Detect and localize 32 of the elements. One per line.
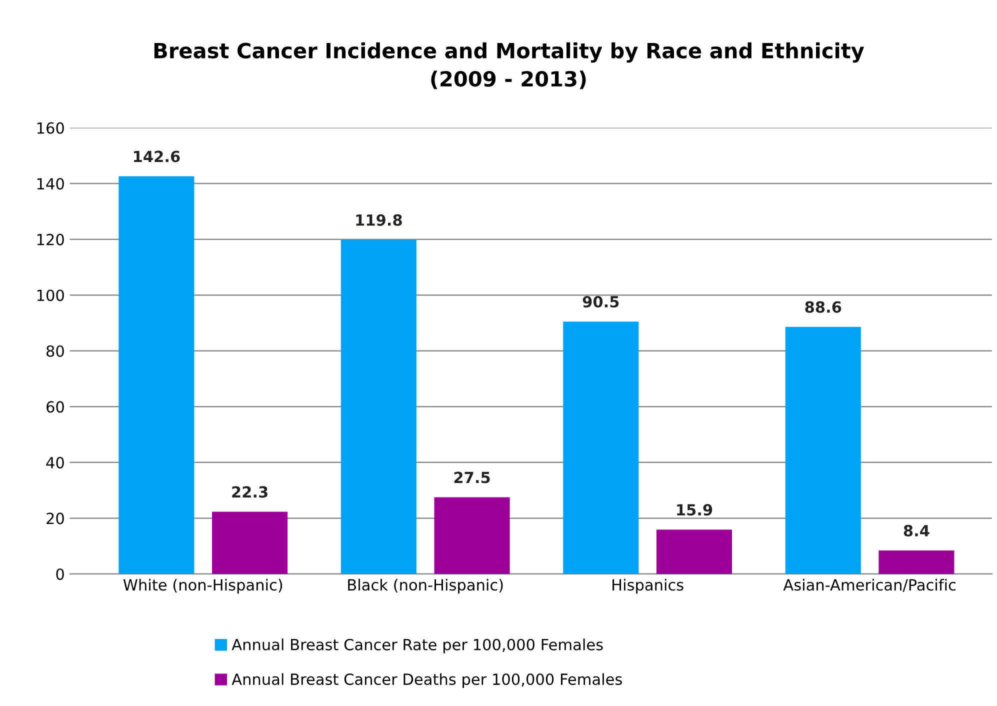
y-tick-label: 40 <box>46 456 64 468</box>
data-label: 22.3 <box>232 486 268 498</box>
bar <box>118 176 194 574</box>
x-tick-label: White (non-Hispanic) <box>123 578 282 594</box>
data-label: 15.9 <box>677 504 712 516</box>
bar <box>212 512 288 574</box>
legend-label: Annual Breast Cancer Deaths per 100,000 Females <box>232 673 622 688</box>
bar <box>434 497 510 574</box>
chart-title: Breast Cancer Incidence and Mortality by Race and Ethnicity (2009 - 2013) <box>154 42 864 90</box>
y-tick-label: 160 <box>37 122 64 134</box>
data-label: 142.6 <box>134 150 180 162</box>
y-tick-label: 20 <box>46 512 64 524</box>
data-label: 8.4 <box>904 524 930 536</box>
bar <box>656 530 732 574</box>
data-label: 119.8 <box>356 214 402 226</box>
bar <box>340 240 416 574</box>
y-tick-label: 140 <box>37 178 64 190</box>
bar <box>785 326 861 574</box>
data-label: 90.5 <box>582 296 619 308</box>
x-tick-label: Hispanics <box>612 578 684 594</box>
y-tick-label: 60 <box>46 401 64 413</box>
legend-label: Annual Breast Cancer Rate per 100,000 Females <box>232 638 603 654</box>
bar <box>563 322 639 574</box>
y-tick-label: 0 <box>56 568 64 580</box>
data-label: 88.6 <box>805 301 842 313</box>
y-tick-label: 120 <box>37 234 64 246</box>
x-tick-label: Asian-American/Pacific <box>783 578 956 592</box>
x-tick-label: Black (non-Hispanic) <box>348 578 503 594</box>
bar <box>878 550 954 574</box>
y-tick-label: 100 <box>37 290 64 302</box>
data-label: 27.5 <box>454 472 490 484</box>
y-tick-label: 80 <box>46 345 64 357</box>
